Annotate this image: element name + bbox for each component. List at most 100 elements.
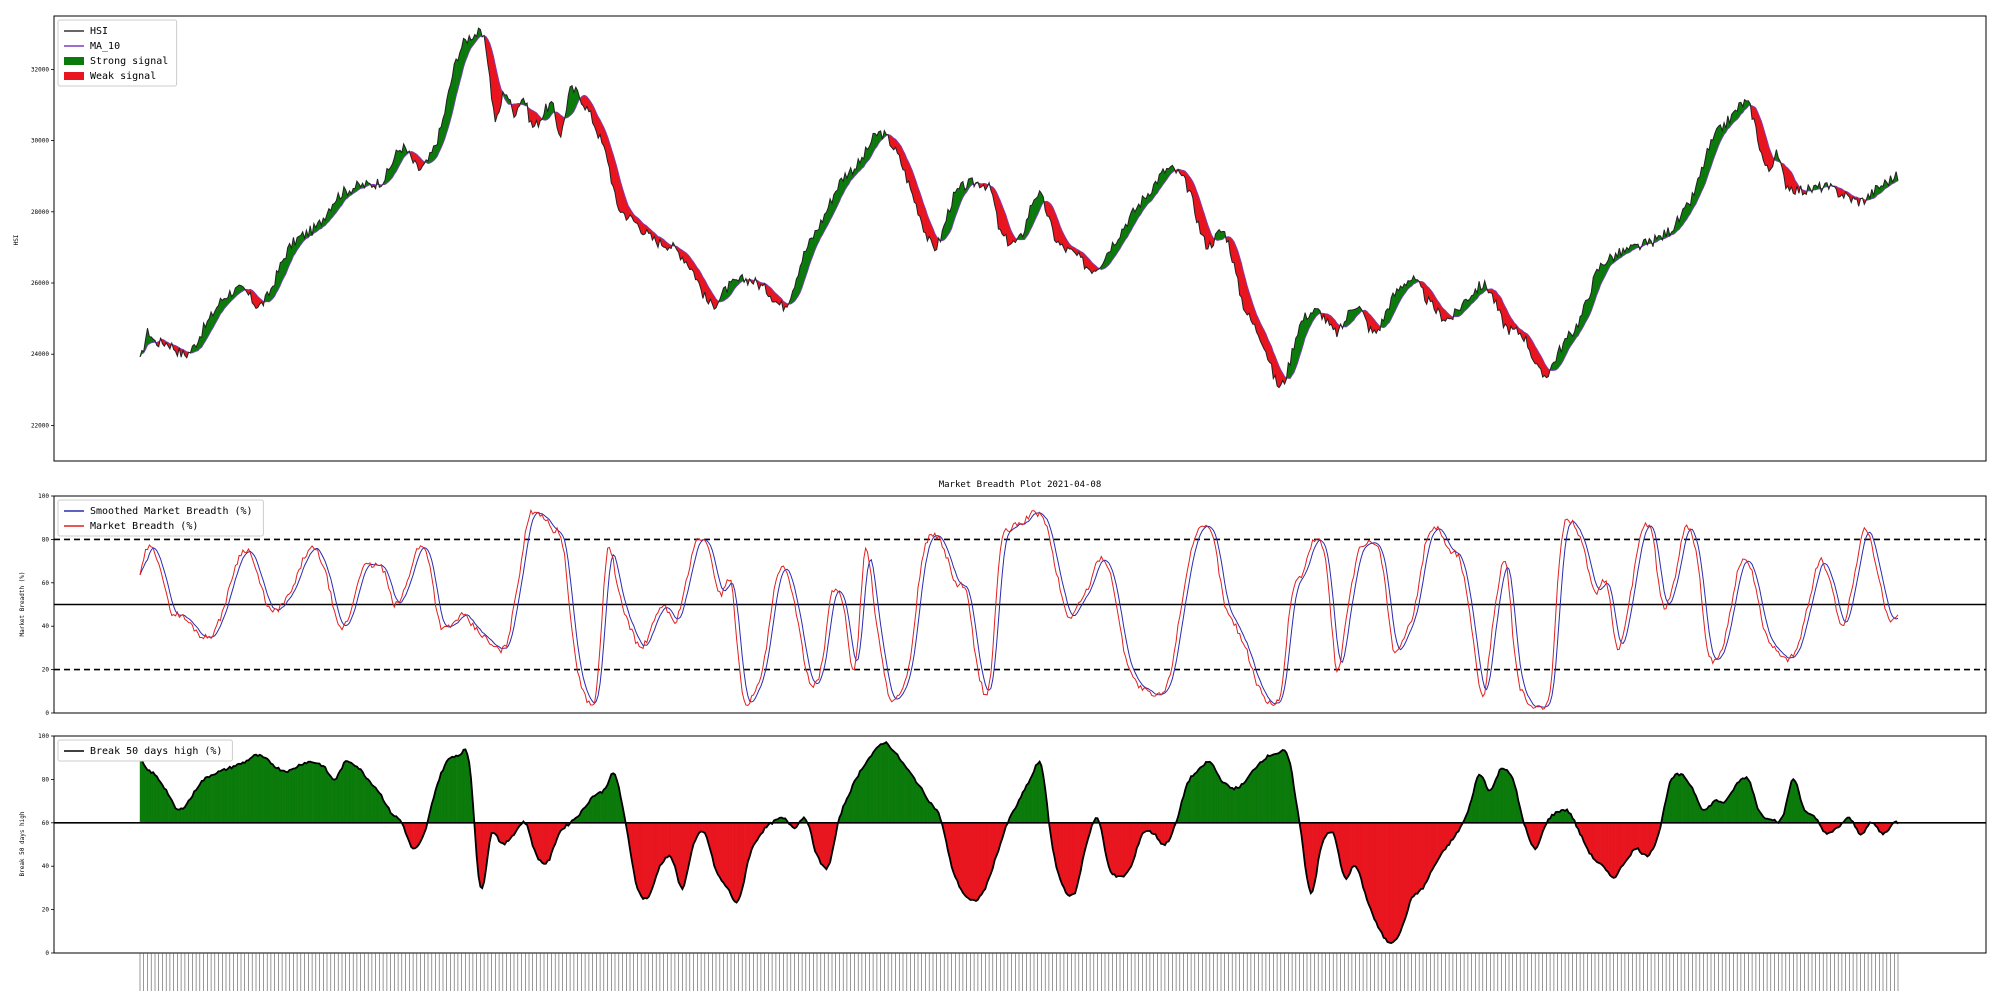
- below-fill: [1619, 822, 1622, 871]
- above-fill: [613, 772, 616, 823]
- below-fill: [1394, 822, 1398, 941]
- below-fill: [1422, 822, 1426, 889]
- below-fill: [1409, 822, 1412, 903]
- above-fill: [448, 757, 451, 823]
- below-fill: [1377, 822, 1381, 931]
- below-fill: [738, 822, 741, 900]
- legend-swatch: [64, 72, 84, 80]
- below-fill: [1067, 822, 1070, 897]
- above-fill: [1701, 808, 1704, 823]
- above-fill: [220, 769, 223, 823]
- below-fill: [1374, 822, 1377, 923]
- below-fill: [652, 822, 655, 889]
- above-fill: [193, 789, 197, 823]
- below-fill: [1117, 822, 1121, 877]
- ma10-line: [139, 35, 1899, 379]
- below-fill: [1346, 822, 1349, 880]
- above-fill: [442, 765, 445, 823]
- above-fill: [315, 762, 318, 823]
- legend-label: Smoothed Market Breadth (%): [90, 506, 253, 517]
- above-fill: [156, 776, 159, 823]
- break-high-fill: [139, 741, 1899, 944]
- above-fill: [1196, 768, 1199, 823]
- below-fill: [1125, 822, 1128, 875]
- break-high-y-tick-label: 60: [42, 820, 50, 827]
- below-fill: [1147, 822, 1151, 832]
- breadth-legend: Smoothed Market Breadth (%) Market Breadt…: [57, 499, 264, 537]
- below-fill: [1390, 822, 1394, 944]
- above-fill: [452, 756, 455, 823]
- above-fill: [1216, 772, 1220, 823]
- above-fill: [1230, 787, 1233, 823]
- below-fill: [1069, 822, 1072, 897]
- above-fill: [343, 760, 346, 823]
- below-fill: [979, 822, 982, 897]
- above-fill: [1476, 774, 1480, 823]
- below-fill: [1342, 822, 1345, 877]
- above-fill: [444, 761, 447, 823]
- below-fill: [1129, 822, 1132, 870]
- above-fill: [313, 762, 316, 823]
- above-fill: [1555, 811, 1558, 823]
- above-fill: [1486, 787, 1489, 823]
- above-fill: [347, 760, 350, 823]
- above-fill: [268, 759, 272, 823]
- above-fill: [599, 791, 603, 823]
- above-fill: [351, 762, 354, 823]
- above-fill: [1675, 773, 1678, 823]
- above-fill: [1733, 785, 1736, 823]
- breadth-y-tick-label: 20: [42, 667, 50, 674]
- above-fill: [1736, 781, 1740, 823]
- above-fill: [205, 776, 208, 823]
- below-fill: [670, 822, 674, 862]
- legend-label: Break 50 days high (%): [90, 746, 222, 757]
- below-fill: [1404, 822, 1407, 922]
- above-fill: [446, 758, 449, 823]
- above-fill: [325, 767, 328, 823]
- below-fill: [1370, 822, 1373, 914]
- above-fill: [1237, 787, 1240, 823]
- above-fill: [1220, 780, 1224, 823]
- above-fill: [287, 769, 290, 823]
- above-fill: [356, 765, 359, 823]
- above-fill: [323, 765, 326, 823]
- above-fill: [1207, 761, 1211, 823]
- breadth-ylabel: Market Breadth (%): [19, 571, 26, 636]
- above-fill: [1276, 752, 1280, 823]
- above-fill: [336, 774, 339, 823]
- below-fill: [1617, 822, 1620, 874]
- below-fill: [1624, 822, 1628, 864]
- above-fill: [869, 755, 872, 823]
- below-fill: [1166, 822, 1169, 843]
- above-fill: [856, 775, 859, 823]
- above-fill: [175, 807, 178, 823]
- breadth-y-ticks: 0 20 40 60 80 100: [38, 493, 54, 717]
- above-fill: [1222, 782, 1225, 823]
- above-fill: [1226, 783, 1229, 823]
- above-fill: [1039, 761, 1042, 823]
- above-fill: [1490, 787, 1493, 823]
- strong-signal-fill: [947, 208, 950, 236]
- above-fill: [195, 786, 199, 823]
- below-fill: [412, 822, 416, 849]
- below-fill: [1381, 822, 1384, 938]
- above-fill: [1239, 783, 1242, 823]
- below-fill: [1061, 822, 1065, 889]
- below-fill: [973, 822, 977, 902]
- above-fill: [214, 772, 217, 823]
- above-fill: [231, 765, 234, 823]
- above-fill: [1203, 761, 1207, 823]
- above-fill: [265, 757, 268, 823]
- above-fill: [1725, 797, 1729, 823]
- above-fill: [199, 780, 202, 823]
- above-fill: [180, 808, 184, 823]
- hsi-y-ticks: 22000 24000 26000 28000 30000 32000: [31, 66, 54, 429]
- below-fill: [1639, 822, 1643, 855]
- below-fill: [1424, 822, 1427, 885]
- above-fill: [164, 788, 167, 823]
- above-fill: [253, 754, 257, 823]
- below-fill: [650, 822, 653, 893]
- above-fill: [457, 754, 460, 823]
- below-fill: [723, 822, 726, 887]
- above-fill: [210, 774, 214, 823]
